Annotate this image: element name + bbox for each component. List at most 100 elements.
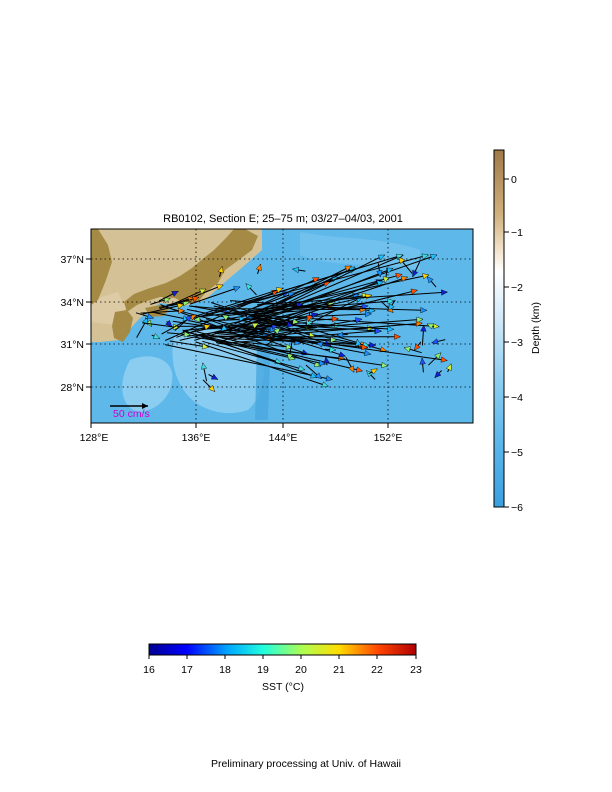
vector-arrowhead xyxy=(286,353,294,361)
velocity-vector xyxy=(210,302,316,338)
vector-arrowhead xyxy=(440,356,448,363)
velocity-vector xyxy=(199,318,246,322)
velocity-vector xyxy=(222,300,394,315)
depth-tick-label: −4 xyxy=(511,392,523,404)
land-honshu xyxy=(124,229,258,312)
velocity-vector xyxy=(240,325,279,332)
depth-tick-label: −2 xyxy=(511,282,523,294)
vector-arrowhead xyxy=(208,384,216,392)
sst-tick-label: 21 xyxy=(333,664,345,676)
velocity-vector xyxy=(209,338,296,360)
vector-arrowhead xyxy=(292,318,300,325)
vector-arrowhead xyxy=(297,365,306,372)
lat-tick-label: 37°N xyxy=(61,254,84,266)
velocity-vector xyxy=(247,313,299,323)
velocity-vector xyxy=(196,331,363,372)
vector-arrowhead xyxy=(395,253,404,260)
vector-arrowhead xyxy=(177,302,185,310)
land-kyushu xyxy=(112,310,133,342)
vector-arrowhead xyxy=(171,290,179,297)
vector-arrowhead xyxy=(221,314,230,321)
depth-tick-label: −5 xyxy=(511,447,523,459)
vector-arrowhead xyxy=(375,327,382,335)
sst-tick-label: 19 xyxy=(257,664,269,676)
depth-tick-label: −3 xyxy=(511,337,523,349)
vector-arrowhead xyxy=(434,352,442,360)
vector-arrowhead xyxy=(152,333,161,339)
vector-arrowhead xyxy=(321,381,329,388)
velocity-vector xyxy=(213,305,294,327)
vector-arrowhead xyxy=(420,324,427,332)
velocity-vector xyxy=(272,273,403,311)
vector-arrowhead xyxy=(355,366,363,373)
vector-arrowhead xyxy=(245,283,253,291)
scale-label: 50 cm/s xyxy=(113,408,150,420)
bathymetry-ridge xyxy=(122,356,173,412)
lon-tick-label: 136°E xyxy=(182,432,211,444)
vector-arrowhead xyxy=(329,346,337,353)
vector-arrowhead xyxy=(331,316,339,323)
vector-arrowhead xyxy=(426,323,435,330)
vector-arrowhead xyxy=(377,254,386,261)
depth-colorbar-gradient xyxy=(493,149,505,508)
velocity-vector xyxy=(165,306,281,338)
vector-arrowhead xyxy=(414,343,421,351)
velocity-vector xyxy=(189,286,241,305)
vector-arrowhead xyxy=(376,270,383,278)
sst-colorbar-gradient xyxy=(148,643,417,656)
sst-tick-label: 18 xyxy=(219,664,231,676)
vector-arrowhead xyxy=(318,359,326,366)
vector-arrowhead xyxy=(286,321,294,328)
vector-arrowhead xyxy=(316,341,324,348)
velocity-vector xyxy=(271,318,423,331)
vector-arrowhead xyxy=(336,331,344,338)
vector-arrowhead xyxy=(376,280,384,287)
vector-arrowhead xyxy=(381,361,389,369)
sst-tick-label: 22 xyxy=(371,664,383,676)
vector-arrowhead xyxy=(430,254,438,260)
depth-colorbar: 0 −1 −2 −3 −4 −5 −6 Depth (km) xyxy=(493,149,542,514)
vector-arrowhead xyxy=(412,269,419,278)
vector-arrowhead xyxy=(292,266,300,274)
lat-tick-label: 31°N xyxy=(61,339,84,351)
vector-arrowhead xyxy=(348,365,355,373)
velocity-vector xyxy=(270,305,427,311)
velocity-vectors xyxy=(135,253,452,392)
vector-arrowhead xyxy=(410,288,418,295)
vector-arrowhead xyxy=(273,327,281,335)
vector-arrowhead xyxy=(400,276,409,282)
velocity-vector xyxy=(231,326,272,342)
velocity-vector xyxy=(225,254,404,332)
velocity-vector xyxy=(185,287,283,320)
velocity-vector xyxy=(142,322,180,329)
vector-arrowhead xyxy=(210,373,219,380)
vector-arrowhead xyxy=(441,289,448,296)
vector-arrowhead xyxy=(361,343,369,351)
lat-tick-label: 28°N xyxy=(61,382,84,394)
velocity-vector xyxy=(249,315,332,346)
sst-tick-label: 17 xyxy=(181,664,193,676)
vector-arrowhead xyxy=(178,307,185,315)
vector-arrowhead xyxy=(365,310,372,318)
sst-colorbar-label: SST (°C) xyxy=(262,681,304,693)
vector-arrowhead xyxy=(364,349,372,357)
velocity-vector xyxy=(152,311,190,321)
velocity-vector xyxy=(164,289,279,341)
vector-arrowhead xyxy=(251,322,260,329)
vector-arrowhead xyxy=(344,265,352,272)
vector-arrowhead xyxy=(255,263,262,271)
vector-arrowhead xyxy=(311,312,319,319)
vector-arrowhead xyxy=(201,343,210,350)
depth-tick-label: 0 xyxy=(511,174,517,186)
vector-arrowhead xyxy=(220,324,228,332)
land-korea xyxy=(91,229,112,305)
map-title: RB0102, Section E; 25–75 m; 03/27–04/03,… xyxy=(163,213,403,225)
vector-arrowhead xyxy=(431,338,439,345)
map-frame xyxy=(90,228,474,424)
vector-arrowhead xyxy=(330,336,338,343)
sst-colorbar: 16 17 18 19 20 21 22 23 SST (°C) xyxy=(143,643,422,693)
vector-arrowhead xyxy=(382,276,390,284)
velocity-vector xyxy=(227,325,277,331)
velocity-vector xyxy=(142,304,184,315)
vector-arrowhead xyxy=(403,346,411,353)
